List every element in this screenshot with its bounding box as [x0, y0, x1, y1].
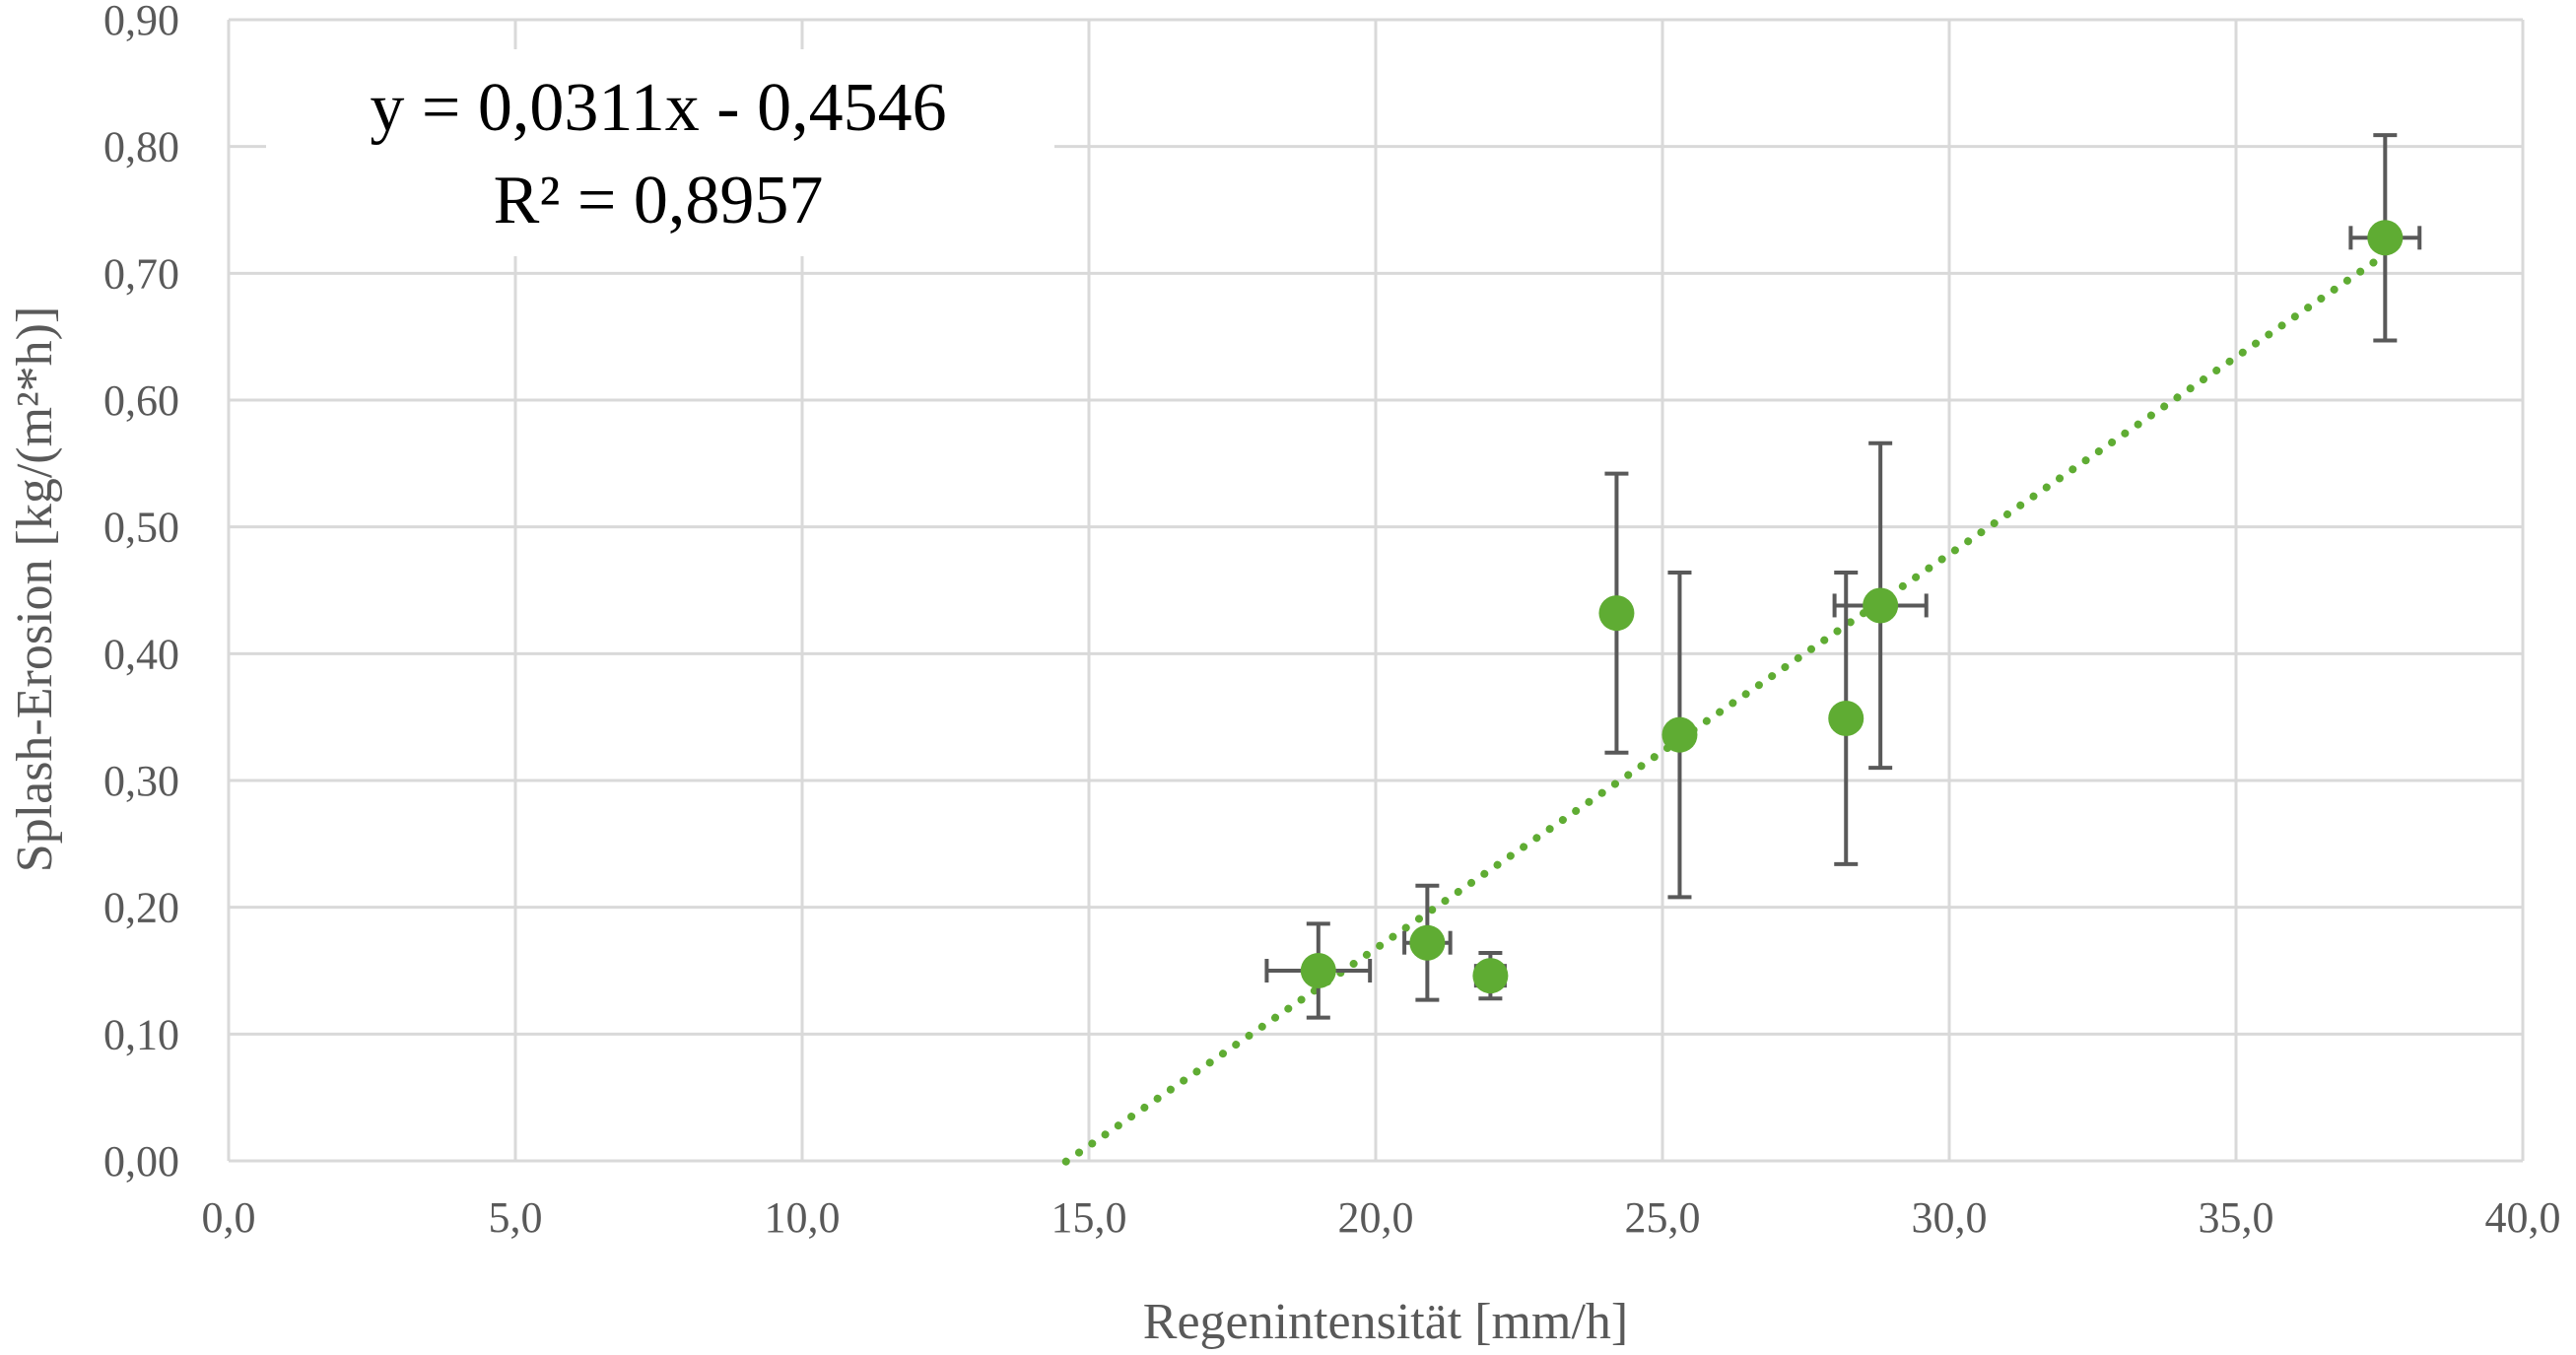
trendline-group	[1061, 250, 2390, 1166]
x-tick-label: 25,0	[1625, 1193, 1701, 1242]
data-point	[1300, 953, 1336, 988]
x-tick-label: 0,0	[202, 1193, 256, 1242]
data-point	[1863, 587, 1899, 624]
r-squared-label: R² = 0,8957	[494, 163, 824, 238]
data-point	[1828, 700, 1864, 736]
data-point	[2367, 220, 2404, 256]
y-tick-label: 0,10	[103, 1010, 179, 1058]
y-tick-label: 0,50	[103, 504, 179, 552]
trendline	[1061, 250, 2390, 1166]
x-tick-label: 5,0	[489, 1193, 543, 1242]
y-tick-label: 0,60	[103, 376, 179, 425]
y-tick-labels: 0,00 0,10 0,20 0,30 0,40 0,50 0,60 0,70 0,80 0,90	[103, 0, 179, 1186]
trendline-equation: y = 0,0311x - 0,4546 R² = 0,8957	[266, 49, 1054, 256]
x-tick-label: 15,0	[1051, 1193, 1127, 1242]
equation-label: y = 0,0311x - 0,4546	[370, 70, 946, 146]
y-tick-label: 0,00	[103, 1137, 179, 1186]
y-axis-title: Splash-Erosion [kg/(m²*h)]	[7, 306, 63, 873]
data-point	[1598, 595, 1635, 632]
gridlines	[227, 18, 2525, 1163]
data-points	[1300, 220, 2404, 994]
x-tick-label: 35,0	[2199, 1193, 2274, 1242]
y-tick-label: 0,20	[103, 884, 179, 932]
x-tick-labels: 0,0 5,0 10,0 15,0 20,0 25,0 30,0 35,0 40,0	[202, 1193, 2561, 1242]
data-point	[1661, 716, 1698, 753]
x-tick-label: 40,0	[2485, 1193, 2561, 1242]
y-tick-label: 0,40	[103, 630, 179, 678]
y-tick-label: 0,80	[103, 123, 179, 171]
y-tick-label: 0,90	[103, 0, 179, 44]
data-point	[1472, 958, 1509, 994]
y-tick-label: 0,30	[103, 757, 179, 805]
equation-background	[266, 49, 1054, 256]
x-axis-title: Regenintensität [mm/h]	[1143, 1294, 1628, 1350]
y-tick-label: 0,70	[103, 249, 179, 298]
x-tick-label: 20,0	[1338, 1193, 1414, 1242]
x-tick-label: 30,0	[1912, 1193, 1988, 1242]
error-bars	[1264, 133, 2422, 1020]
x-tick-label: 10,0	[765, 1193, 841, 1242]
data-point	[1409, 924, 1446, 961]
